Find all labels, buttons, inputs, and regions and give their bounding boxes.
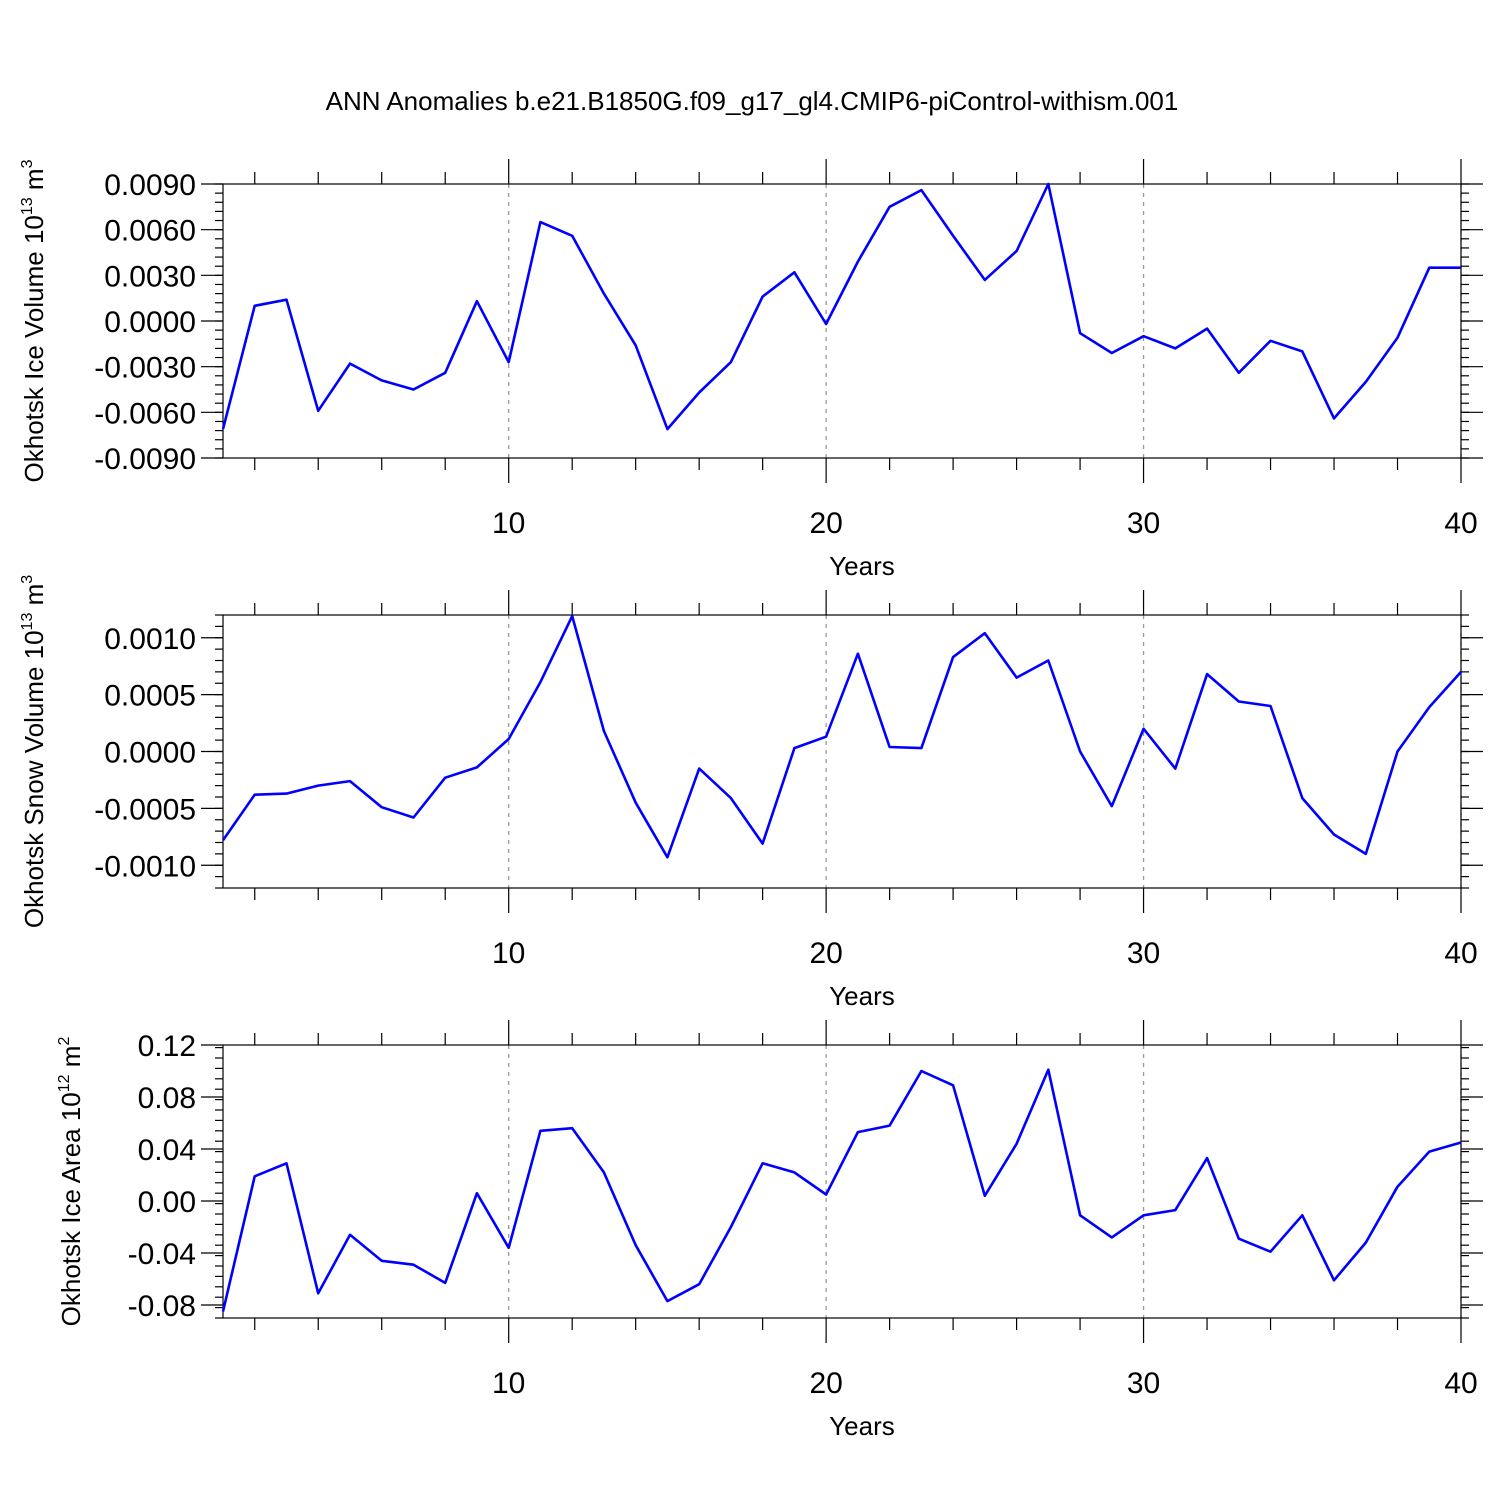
x-tick-label: 40 [1444,937,1477,970]
y-tick-label: 0.04 [138,1134,196,1167]
y-tick-label: 0.12 [138,1030,196,1063]
x-tick-label: 20 [809,1367,842,1400]
y-axis-label-text: Okhotsk Snow Volume 10 [19,630,49,928]
y-tick-label: -0.0060 [94,397,196,430]
x-tick-label: 30 [1127,937,1160,970]
series-line-1 [221,614,1462,859]
y-axis-label-unit: m [19,168,49,197]
x-axis-label: Years [829,551,895,581]
y-tick-label: 0.0030 [104,260,196,293]
y-tick-label: 0.0090 [104,169,196,202]
x-tick-label: 30 [1127,1367,1160,1400]
y-tick-label: 0.0000 [104,306,196,339]
y-axis-label-unit-exp: 3 [19,159,36,168]
y-axis-label: Okhotsk Ice Volume 1013 m3 [19,159,49,482]
y-tick-label: 0.00 [138,1186,196,1219]
x-tick-label: 30 [1127,507,1160,540]
series-line-1 [221,1068,1462,1312]
y-axis-label: Okhotsk Ice Area 1012 m2 [56,1037,86,1327]
panel-1: 10 20 30 40 0.0090 0.0060 0.0030 0.0000 -0.0030 -… [19,159,1483,581]
y-tick-label: 0.0005 [104,680,196,713]
x-tick-label: 40 [1444,507,1477,540]
y-axis-label-unit: m [56,1046,86,1075]
plot-frame [222,1044,1462,1319]
x-tick-label: 20 [809,507,842,540]
y-tick-label: 0.0000 [104,737,196,770]
y-axis-label-unit: m [19,584,49,613]
y-tick-label: -0.0010 [94,850,196,883]
y-tick-label: -0.0090 [94,443,196,476]
y-tick-label: 0.0060 [104,215,196,248]
x-axis-label: Years [829,981,895,1011]
y-axis-label-unit-exp: 2 [56,1037,73,1046]
y-tick-label: -0.08 [128,1290,196,1323]
y-axis-label-exp: 13 [19,613,36,631]
y-tick-label: 0.0010 [104,623,196,656]
y-tick-label: -0.04 [128,1238,196,1271]
panels: 10 20 30 400.00900.00600.00300.0000-0.0030-… [19,159,1483,1441]
x-tick-label: 20 [809,937,842,970]
y-axis-label-text: Okhotsk Ice Volume 10 [19,215,49,482]
y-axis-label-exp: 13 [19,197,36,215]
y-tick-label: -0.0030 [94,352,196,385]
plot-frame [222,183,1462,459]
y-axis-label-unit-exp: 3 [19,575,36,584]
y-axis-label-text: Okhotsk Ice Area 10 [56,1092,86,1326]
y-tick-label: 0.08 [138,1082,196,1115]
plot-frame [222,614,1462,889]
y-axis-label: Okhotsk Snow Volume 1013 m3 [19,575,49,928]
x-tick-label: 10 [492,507,525,540]
x-tick-label: 10 [492,937,525,970]
x-axis-label: Years [829,1411,895,1441]
x-tick-label: 10 [492,1367,525,1400]
y-tick-label: -0.0005 [94,793,196,826]
x-tick-label: 40 [1444,1367,1477,1400]
figure-title: ANN Anomalies b.e21.B1850G.f09_g17_gl4.C… [326,86,1179,116]
panel-2: 10 20 30 40 0.0010 0.0005 0.0000 -0.0005 -0.0010… [19,575,1483,1011]
y-axis-label-exp: 12 [56,1074,73,1092]
series-line-1 [221,182,1461,431]
panel-3: 10 20 30 40 0.12 0.08 0.04 0.00 -0.04 -0.08 Years O… [56,1020,1483,1441]
